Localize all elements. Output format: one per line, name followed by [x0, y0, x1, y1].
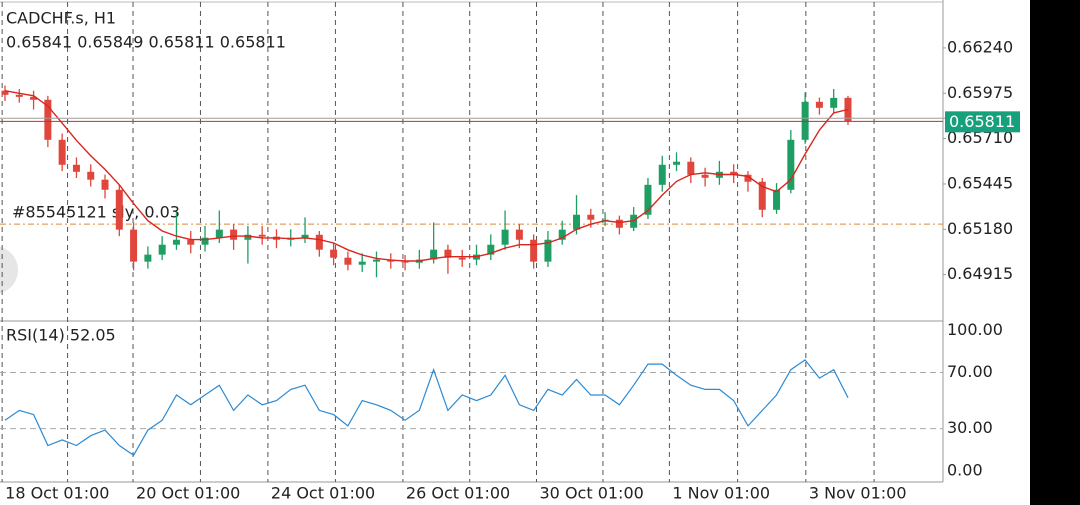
symbol-title: CADCHF.s, H1	[6, 9, 116, 28]
candle-body	[687, 161, 695, 175]
candle-body	[187, 239, 195, 245]
candle-body	[130, 229, 138, 262]
y-tick-label: 0.65975	[947, 83, 1013, 102]
candle-body	[1, 90, 9, 95]
y-tick-label: 0.65180	[947, 219, 1013, 238]
candle-body	[487, 244, 495, 255]
y-tick-label: 0.00	[947, 460, 983, 479]
side-bar	[1030, 0, 1080, 505]
candle-body	[372, 259, 380, 262]
candle-body	[701, 174, 709, 178]
y-tick-label: 0.65710	[947, 128, 1013, 147]
candle-body	[801, 101, 809, 140]
candle-body	[530, 239, 538, 262]
candle-body	[730, 171, 738, 175]
candle-body	[544, 239, 552, 262]
candle-body	[30, 96, 38, 100]
candle-body	[573, 214, 581, 230]
candle-body	[358, 261, 366, 265]
y-tick-label: 100.00	[947, 320, 1003, 339]
y-tick-label: 0.64915	[947, 264, 1013, 283]
candle-body	[773, 189, 781, 210]
price-label: 0.65811	[949, 112, 1015, 131]
moving-average	[4, 90, 849, 262]
candle-body	[615, 219, 623, 228]
candle-body	[344, 257, 352, 265]
candle-body	[758, 181, 766, 210]
candle-body	[258, 234, 266, 237]
candle-body	[315, 234, 323, 250]
candle-body	[644, 184, 652, 215]
rsi-line	[4, 359, 849, 457]
candle-body	[230, 229, 238, 240]
candle-body	[87, 171, 95, 180]
candle-body	[201, 237, 209, 245]
candle-body	[815, 101, 823, 108]
candle-body	[787, 139, 795, 190]
candle-body	[301, 234, 309, 238]
candle-body	[15, 94, 23, 97]
candle-body	[72, 164, 80, 172]
candle-body	[172, 239, 180, 245]
candle-body	[115, 189, 123, 230]
candle-body	[58, 139, 66, 165]
candle-body	[430, 249, 438, 260]
ohlc-text: 0.65841 0.65849 0.65811 0.65811	[6, 33, 286, 52]
x-tick-label: 1 Nov 01:00	[672, 484, 770, 503]
rsi-title: RSI(14) 52.05	[6, 326, 116, 345]
order-label: #85545121 sly, 0.03	[12, 203, 180, 222]
candle-body	[401, 261, 409, 263]
candle-body	[744, 174, 752, 182]
candle-body	[330, 249, 338, 258]
candle-body	[444, 249, 452, 258]
y-tick-label: 30.00	[947, 418, 993, 437]
candle-body	[215, 229, 223, 238]
x-tick-label: 18 Oct 01:00	[5, 484, 109, 503]
side-handle[interactable]	[0, 246, 18, 294]
x-tick-label: 30 Oct 01:00	[540, 484, 644, 503]
candle-body	[101, 179, 109, 190]
candle-body	[501, 229, 509, 245]
candle-body	[515, 229, 523, 240]
candle-body	[458, 257, 466, 260]
y-tick-label: 0.66240	[947, 37, 1013, 56]
candle-body	[44, 99, 52, 140]
x-tick-label: 26 Oct 01:00	[406, 484, 510, 503]
candle-body	[673, 161, 681, 165]
candle-body	[244, 234, 252, 240]
y-tick-label: 70.00	[947, 362, 993, 381]
x-tick-label: 20 Oct 01:00	[136, 484, 240, 503]
candle-body	[587, 214, 595, 220]
candle-body	[158, 244, 166, 255]
x-tick-label: 24 Oct 01:00	[271, 484, 375, 503]
candle-body	[144, 254, 152, 262]
y-tick-label: 0.65445	[947, 173, 1013, 192]
price-label-box	[945, 111, 1020, 133]
candle-body	[558, 229, 566, 240]
candle-body	[658, 164, 666, 185]
x-tick-label: 3 Nov 01:00	[809, 484, 907, 503]
candle-body	[830, 97, 838, 108]
